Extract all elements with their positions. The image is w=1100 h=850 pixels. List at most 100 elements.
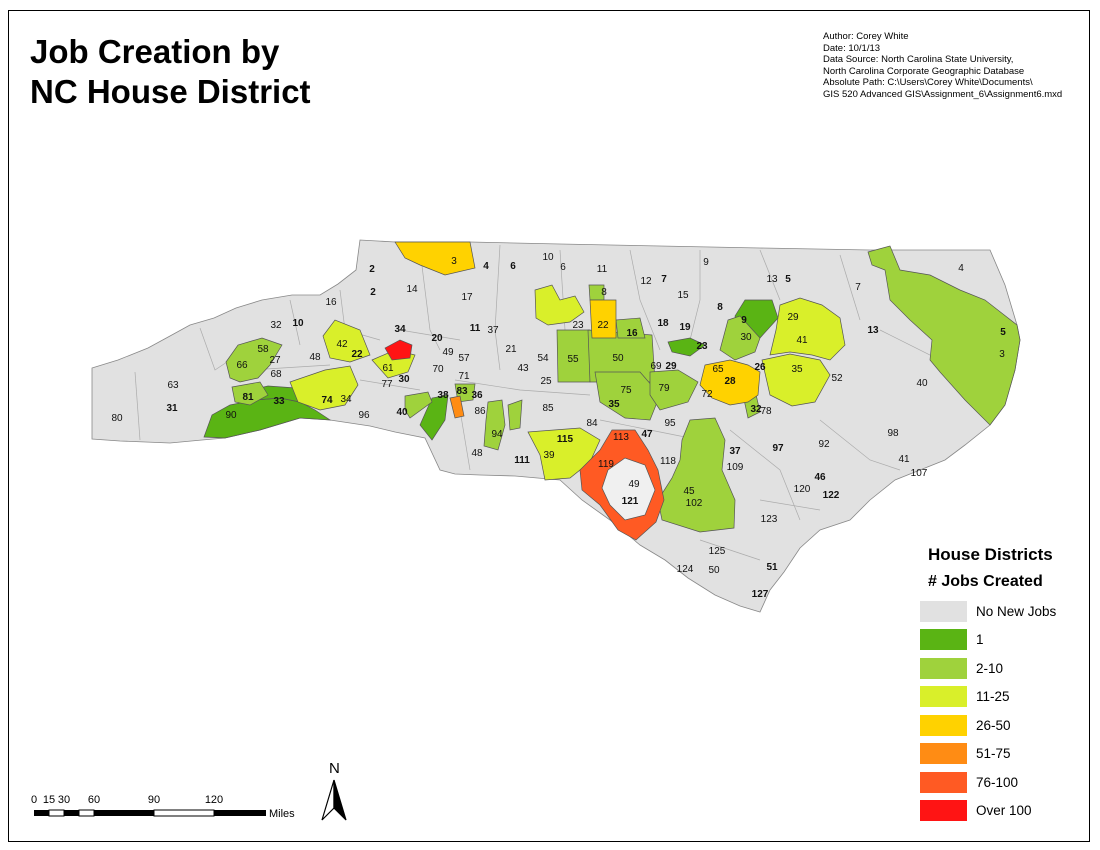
district-90: [203, 397, 332, 439]
legend-swatch-3: [920, 686, 967, 708]
legend-swatch-2: [920, 657, 967, 679]
scale-tick-3: 60: [88, 794, 100, 806]
district-30: [719, 315, 761, 361]
district-label-13: 13: [766, 274, 778, 285]
district-label-21: 21: [505, 344, 517, 355]
district-16: [615, 317, 646, 339]
district-label-54: 54: [537, 353, 549, 364]
legend-row-7: Over 100: [920, 797, 1080, 826]
district-label-22: 22: [351, 349, 363, 360]
scale-tick-1: 15: [43, 794, 55, 806]
district-81: [231, 381, 269, 406]
district-label-37: 37: [487, 325, 499, 336]
district-58-66: [225, 337, 283, 383]
district-label-6: 6: [510, 261, 516, 272]
district-label-33: 33: [273, 396, 285, 407]
district-35: [761, 353, 831, 407]
district-label-83: 83: [456, 386, 468, 397]
district-label-113: 113: [613, 432, 629, 443]
district-label-71: 71: [458, 371, 470, 382]
scale-seg-3: [64, 810, 79, 816]
district-label-5: 5: [1000, 327, 1006, 338]
district-label-85: 85: [542, 403, 554, 414]
district-label-10: 10: [292, 318, 304, 329]
scale-tick-5: 120: [205, 794, 223, 806]
legend-swatch-6: [920, 771, 967, 793]
legend-label-4: 26-50: [976, 717, 1011, 733]
district-label-7: 7: [855, 282, 861, 293]
district-23b: [667, 337, 706, 357]
district-label-15: 15: [677, 290, 689, 301]
scale-seg-6: [153, 809, 215, 817]
scale-tick-2: 30: [58, 794, 70, 806]
scale-unit: Miles: [269, 808, 295, 820]
district-3: [394, 241, 476, 276]
legend-row-2: 2-10: [920, 654, 1080, 683]
district-label-34: 34: [340, 394, 352, 405]
district-label-14: 14: [406, 284, 418, 295]
legend-row-6: 76-100: [920, 768, 1080, 797]
meta-source-2: North Carolina Corporate Geographic Data…: [823, 65, 1025, 77]
district-label-37: 37: [729, 446, 741, 457]
map-frame: [8, 10, 1090, 842]
district-label-38: 38: [437, 390, 449, 401]
north-arrow-icon: [321, 779, 335, 821]
district-label-40: 40: [916, 378, 928, 389]
meta-author: Author: Corey White: [823, 31, 909, 42]
district-label-57: 57: [458, 353, 470, 364]
district-label-51: 51: [766, 562, 778, 573]
district-label-81: 81: [242, 392, 254, 403]
district-label-78: 78: [760, 406, 772, 417]
district-label-6: 6: [560, 262, 566, 273]
district-label-25: 25: [540, 376, 552, 387]
district-label-9: 9: [703, 257, 709, 268]
district-label-41: 41: [898, 454, 910, 465]
district-label-43: 43: [517, 363, 529, 374]
district-label-111: 111: [514, 455, 530, 466]
district-label-2: 2: [369, 264, 375, 275]
district-label-29: 29: [665, 361, 677, 372]
district-label-39: 39: [543, 450, 555, 461]
district-label-20: 20: [431, 333, 443, 344]
north-label: N: [329, 760, 340, 777]
meta-path: Absolute Path: C:\Users\Corey White\Docu…: [823, 77, 1033, 88]
district-3-5: [867, 245, 1021, 426]
district-label-47: 47: [641, 429, 653, 440]
scale-seg-1: [34, 810, 49, 816]
legend-subtitle: # Jobs Created: [928, 573, 1043, 590]
legend-row-4: 26-50: [920, 711, 1080, 740]
district-label-30: 30: [398, 374, 410, 385]
district-label-80: 80: [111, 413, 123, 424]
meta-path-2: GIS 520 Advanced GIS\Assignment_6\Assign…: [823, 88, 1063, 100]
district-label-95: 95: [664, 418, 676, 429]
district-74: [289, 365, 359, 411]
district-label-127: 127: [752, 589, 769, 600]
district-label-3: 3: [999, 349, 1005, 360]
district-label-35: 35: [791, 364, 803, 375]
legend-label-6: 76-100: [976, 774, 1019, 790]
district-label-77: 77: [381, 379, 393, 390]
district-label-10: 10: [542, 252, 554, 263]
district-label-16: 16: [325, 297, 337, 308]
district-22: [589, 299, 617, 339]
district-label-11: 11: [470, 323, 481, 334]
map-title: Job Creation by NC House District: [30, 32, 311, 112]
scale-seg-5: [94, 810, 154, 816]
district-label-31: 31: [166, 403, 178, 414]
district-label-36: 36: [471, 390, 483, 401]
district-label-16: 16: [626, 328, 638, 339]
district-label-98: 98: [887, 428, 899, 439]
district-label-17: 17: [461, 292, 473, 303]
district-label-119: 119: [598, 459, 614, 470]
meta-source: Data Source: North Carolina State Univer…: [823, 54, 1014, 65]
district-37-45: [657, 417, 736, 533]
district-label-11: 11: [597, 264, 608, 275]
scale-bar: 0 15 30 60 90 120 Miles: [31, 794, 295, 820]
district-label-27: 27: [269, 355, 281, 366]
district-label-46: 46: [814, 472, 826, 483]
legend-label-2: 2-10: [976, 660, 1004, 676]
legend-swatch-5: [920, 743, 967, 765]
district-94: [483, 399, 506, 451]
district-label-96: 96: [358, 410, 370, 421]
